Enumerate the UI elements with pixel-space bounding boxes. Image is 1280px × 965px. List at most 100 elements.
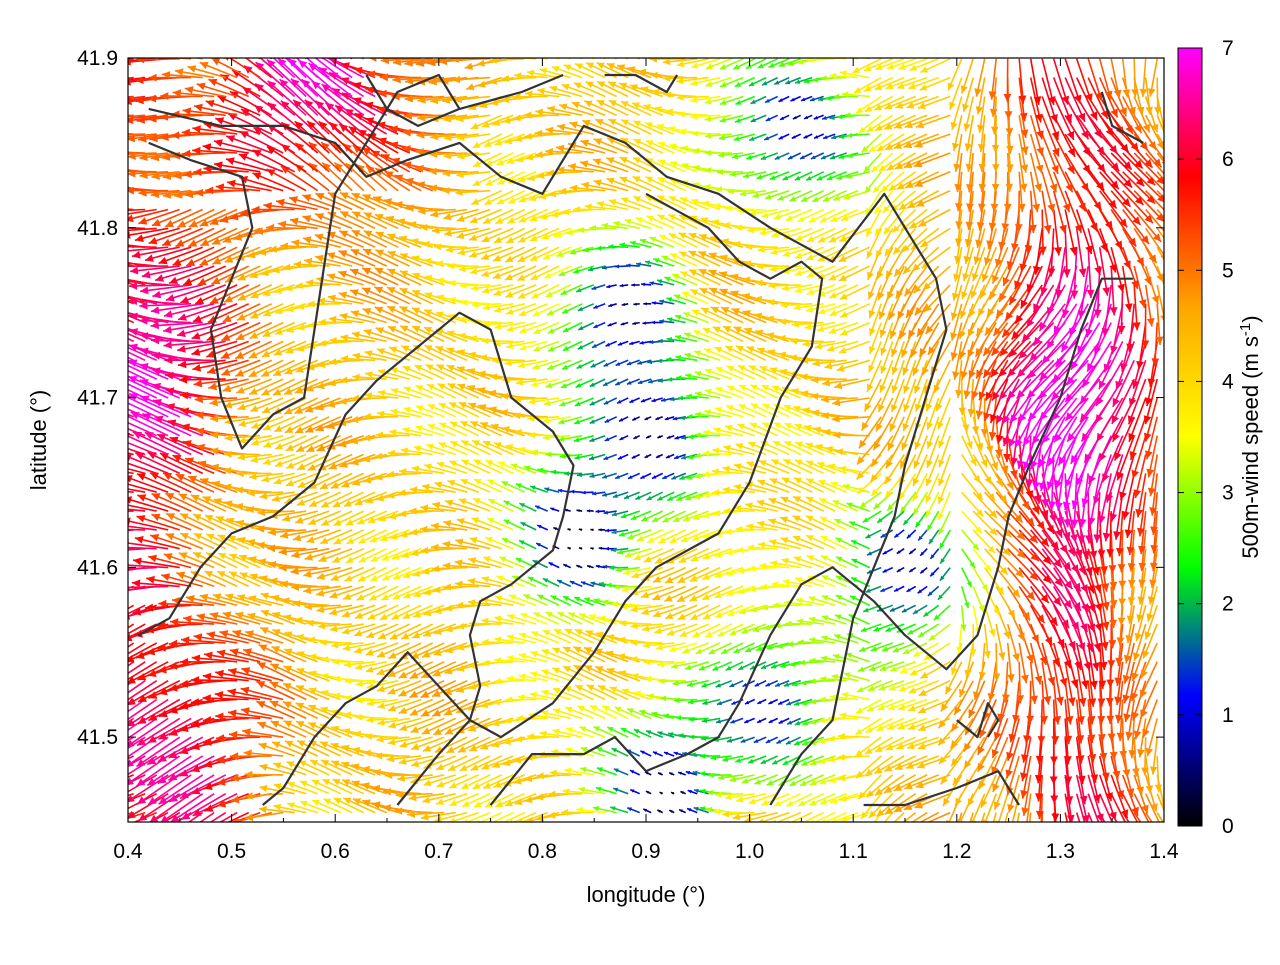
- wind-vector-head: [685, 665, 691, 670]
- wind-vector-head: [291, 551, 300, 559]
- wind-vector-head: [519, 633, 526, 639]
- wind-vector-head: [781, 537, 789, 544]
- wind-vector-head: [1026, 490, 1034, 499]
- wind-vector-head: [328, 295, 336, 302]
- wind-vector-head: [658, 339, 663, 343]
- wind-vector-head: [1095, 623, 1103, 632]
- wind-vector-head: [531, 381, 538, 387]
- wind-vector-head: [97, 592, 106, 600]
- wind-vector-head: [88, 442, 97, 450]
- wind-vector-head: [105, 681, 114, 689]
- wind-vector-head: [783, 820, 791, 826]
- wind-vector-head: [307, 536, 315, 543]
- wind-vector-head: [426, 444, 433, 450]
- wind-vector-head: [723, 445, 731, 452]
- wind-vector-head: [641, 592, 649, 599]
- wind-vector-head: [938, 478, 945, 486]
- wind-vector-head: [1123, 713, 1131, 722]
- wind-vector-head: [176, 572, 185, 579]
- wind-vector-head: [1165, 819, 1172, 827]
- wind-vector-shaft: [87, 488, 133, 492]
- wind-vector-head: [680, 416, 685, 421]
- wind-vector-head: [110, 499, 119, 507]
- wind-vector-shaft: [89, 775, 133, 792]
- wind-vector-head: [1128, 845, 1136, 854]
- wind-vector-head: [598, 528, 601, 531]
- wind-vector-shaft: [96, 529, 145, 530]
- wind-vector-head: [85, 530, 93, 538]
- wind-vector-head: [825, 363, 833, 370]
- wind-vector-head: [951, 352, 958, 361]
- wind-vector-shaft: [97, 586, 145, 597]
- wind-vector-head: [350, 289, 359, 296]
- wind-vector-head: [1145, 450, 1153, 459]
- wind-vector-head: [282, 515, 290, 522]
- wind-vector-head: [1145, 631, 1152, 639]
- wind-vector-shaft: [90, 303, 134, 323]
- wind-vector-head: [260, 785, 268, 792]
- wind-vector-head: [976, 410, 984, 419]
- wind-vector-head: [90, 816, 99, 824]
- wind-vector-head: [436, 799, 444, 805]
- wind-vector-head: [1037, 614, 1045, 623]
- wind-vector-head: [596, 510, 600, 514]
- wind-vector-head: [88, 463, 97, 471]
- wind-vector-head: [151, 306, 160, 314]
- wind-vector-head: [122, 518, 131, 526]
- wind-vector-head: [725, 425, 733, 431]
- wind-vector-head: [114, 792, 123, 800]
- wind-vector-head: [218, 822, 227, 829]
- wind-vector-head: [1009, 822, 1016, 830]
- wind-vector-head: [497, 820, 504, 826]
- wind-vector-head: [794, 556, 802, 562]
- wind-vector-head: [1097, 716, 1105, 724]
- wind-vector-head: [192, 348, 201, 356]
- wind-vector-head: [329, 609, 337, 616]
- wind-vector-head: [140, 830, 149, 838]
- wind-vector-head: [678, 396, 683, 401]
- wind-vector-head: [1136, 825, 1143, 834]
- wind-vector-shaft: [99, 484, 146, 493]
- wind-vector-head: [914, 822, 923, 829]
- wind-vector-head: [621, 514, 627, 519]
- wind-vector-shaft: [118, 357, 169, 379]
- wind-vector-head: [714, 427, 721, 433]
- wind-vector-head: [1009, 734, 1017, 743]
- wind-vector-head: [108, 521, 117, 529]
- wind-vector-head: [1125, 828, 1132, 837]
- wind-vector-head: [667, 377, 672, 382]
- wind-vector-shaft: [90, 813, 134, 822]
- wind-vector-head: [92, 702, 101, 710]
- wind-vector-head: [104, 640, 113, 647]
- wind-vector-head: [861, 627, 867, 632]
- wind-vector-head: [642, 321, 646, 324]
- wind-vector-head: [1125, 732, 1133, 741]
- wind-vector-head: [1024, 844, 1032, 852]
- wind-vector-head: [1119, 751, 1127, 759]
- wind-vector-head: [184, 832, 193, 840]
- wind-vector-head: [89, 786, 98, 793]
- wind-vector-head: [497, 576, 504, 582]
- wind-vector-head: [151, 832, 160, 840]
- wind-vector-head: [99, 481, 108, 489]
- wind-vector-head: [1098, 515, 1106, 524]
- wind-vector-head: [749, 798, 756, 804]
- wind-vector-head: [378, 390, 386, 397]
- wind-vector-head: [660, 696, 666, 702]
- wind-vector-head: [99, 438, 108, 446]
- wind-vector-head: [608, 323, 612, 326]
- wind-vector-head: [238, 404, 246, 411]
- wind-vector-head: [98, 416, 107, 423]
- wind-vector-head: [736, 443, 744, 449]
- wind-vector-head: [261, 593, 269, 600]
- wind-vector-head: [164, 341, 172, 349]
- wind-vector-head: [388, 705, 396, 712]
- wind-vector-head: [678, 772, 682, 775]
- wind-vector-head: [95, 662, 104, 670]
- wind-vector-head: [730, 720, 735, 724]
- wind-vector-head: [108, 339, 117, 346]
- wind-vector-head: [1012, 653, 1019, 662]
- wind-vector-head: [1140, 842, 1148, 851]
- wind-vector-head: [449, 818, 457, 824]
- wind-vector-shaft: [88, 443, 133, 454]
